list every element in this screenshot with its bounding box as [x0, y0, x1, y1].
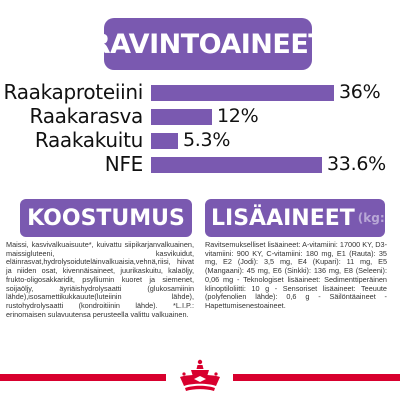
nutrient-value: 36%: [339, 81, 381, 103]
additives-title-suffix: (kg:ssa): [357, 211, 385, 225]
nutrient-label: Raakaproteiini: [3, 80, 144, 104]
additives-text: Ravitsemukselliset lisäaineet: A-vitamii…: [205, 240, 387, 310]
nutrient-bar: [151, 133, 178, 149]
nutrient-label: Raakakuitu: [34, 128, 143, 152]
nutrient-row: Raakaproteiini 36%: [0, 79, 400, 105]
nutrient-value: 12%: [217, 105, 259, 127]
nutrient-value: 5.3%: [183, 129, 231, 151]
nutrient-bar: [151, 85, 334, 101]
brand-stripe-right: [233, 374, 400, 381]
additives-title: LISÄAINEET: [211, 205, 355, 231]
composition-banner: KOOSTUMUS: [20, 199, 192, 237]
nutrients-title: RAVINTOAINEET: [89, 28, 327, 60]
nutrient-bar: [151, 157, 322, 173]
nutrient-row: Raakakuitu 5.3%: [0, 127, 400, 153]
nutrient-label: NFE: [104, 152, 144, 176]
composition-text: Maissi, kasvivalkuaisuute*, kuivattu sii…: [6, 240, 194, 319]
royal-canin-logo: [180, 359, 220, 391]
nutrient-row: NFE 33.6%: [0, 151, 400, 177]
nutrients-banner: RAVINTOAINEET: [90, 18, 327, 70]
composition-title: KOOSTUMUS: [27, 205, 185, 231]
nutrient-row: Raakarasva 12%: [0, 103, 400, 129]
nutrient-bar: [151, 109, 212, 125]
additives-banner: LISÄAINEET(kg:ssa): [205, 199, 385, 237]
nutrient-value: 33.6%: [327, 153, 386, 175]
nutrient-label: Raakarasva: [29, 104, 144, 128]
brand-stripe-left: [0, 374, 166, 381]
